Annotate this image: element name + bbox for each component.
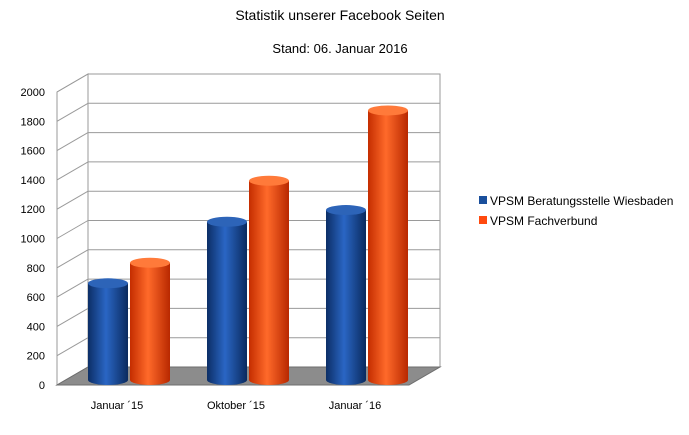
- bar-2-2: [249, 175, 289, 385]
- bar-top: [368, 105, 408, 116]
- bar-2-1: [130, 257, 170, 385]
- gridline-side: [56, 220, 89, 239]
- bar-top: [249, 175, 289, 186]
- bars: [88, 105, 408, 385]
- gridline-side: [56, 73, 89, 93]
- chart-title: Statistik unserer Facebook Seiten: [235, 7, 444, 23]
- gridline-side: [56, 278, 89, 298]
- y-tick-label: 0: [39, 380, 45, 392]
- x-category-label: Oktober ´15: [207, 400, 265, 412]
- bar-top: [207, 216, 247, 227]
- chart-subtitle: Stand: 06. Januar 2016: [272, 41, 407, 56]
- legend-swatch-series-2: [479, 216, 487, 224]
- y-tick-label: 1400: [21, 175, 45, 187]
- y-tick-label: 1200: [21, 204, 45, 216]
- bar-body: [130, 262, 170, 385]
- bar-top: [326, 205, 366, 216]
- bar-1-3: [326, 205, 366, 385]
- bar-body: [88, 283, 128, 385]
- x-category-label: Januar ´15: [91, 400, 144, 412]
- y-tick-label: 800: [27, 263, 45, 275]
- y-tick-label: 400: [27, 321, 45, 333]
- gridline-side: [56, 190, 89, 210]
- bar-body: [207, 221, 247, 385]
- y-tick-label: 1000: [21, 234, 45, 246]
- bar-top: [130, 257, 170, 268]
- bar-body: [326, 210, 366, 385]
- y-axis-ticks: 0 200 400 600 800 1000 1200 1400 1600 1800 2000: [21, 87, 45, 392]
- bar-top: [88, 278, 128, 289]
- gridline-side: [56, 161, 89, 181]
- gridline-side: [56, 102, 89, 122]
- gridline-side: [56, 132, 89, 152]
- bar-body: [368, 110, 408, 385]
- legend-label-series-2: VPSM Fachverbund: [490, 214, 597, 228]
- bar-1-2: [207, 216, 247, 385]
- bar-2-3: [368, 105, 408, 385]
- y-tick-label: 1600: [21, 146, 45, 158]
- gridline-side: [56, 307, 89, 327]
- y-tick-label: 1800: [21, 116, 45, 128]
- y-tick-label: 200: [27, 351, 45, 363]
- y-tick-label: 600: [27, 292, 45, 304]
- legend: VPSM Beratungsstelle Wiesbaden VPSM Fach…: [479, 194, 673, 228]
- gridline-side: [56, 249, 89, 269]
- gridline-side: [56, 337, 89, 357]
- legend-label-series-1: VPSM Beratungsstelle Wiesbaden: [490, 194, 673, 208]
- bar-body: [249, 180, 289, 385]
- x-category-label: Januar ´16: [329, 400, 382, 412]
- legend-swatch-series-1: [479, 196, 487, 204]
- y-tick-label: 2000: [21, 87, 45, 99]
- x-axis-categories: Januar ´15 Oktober ´15 Januar ´16: [91, 400, 382, 412]
- bar-1-1: [88, 278, 128, 385]
